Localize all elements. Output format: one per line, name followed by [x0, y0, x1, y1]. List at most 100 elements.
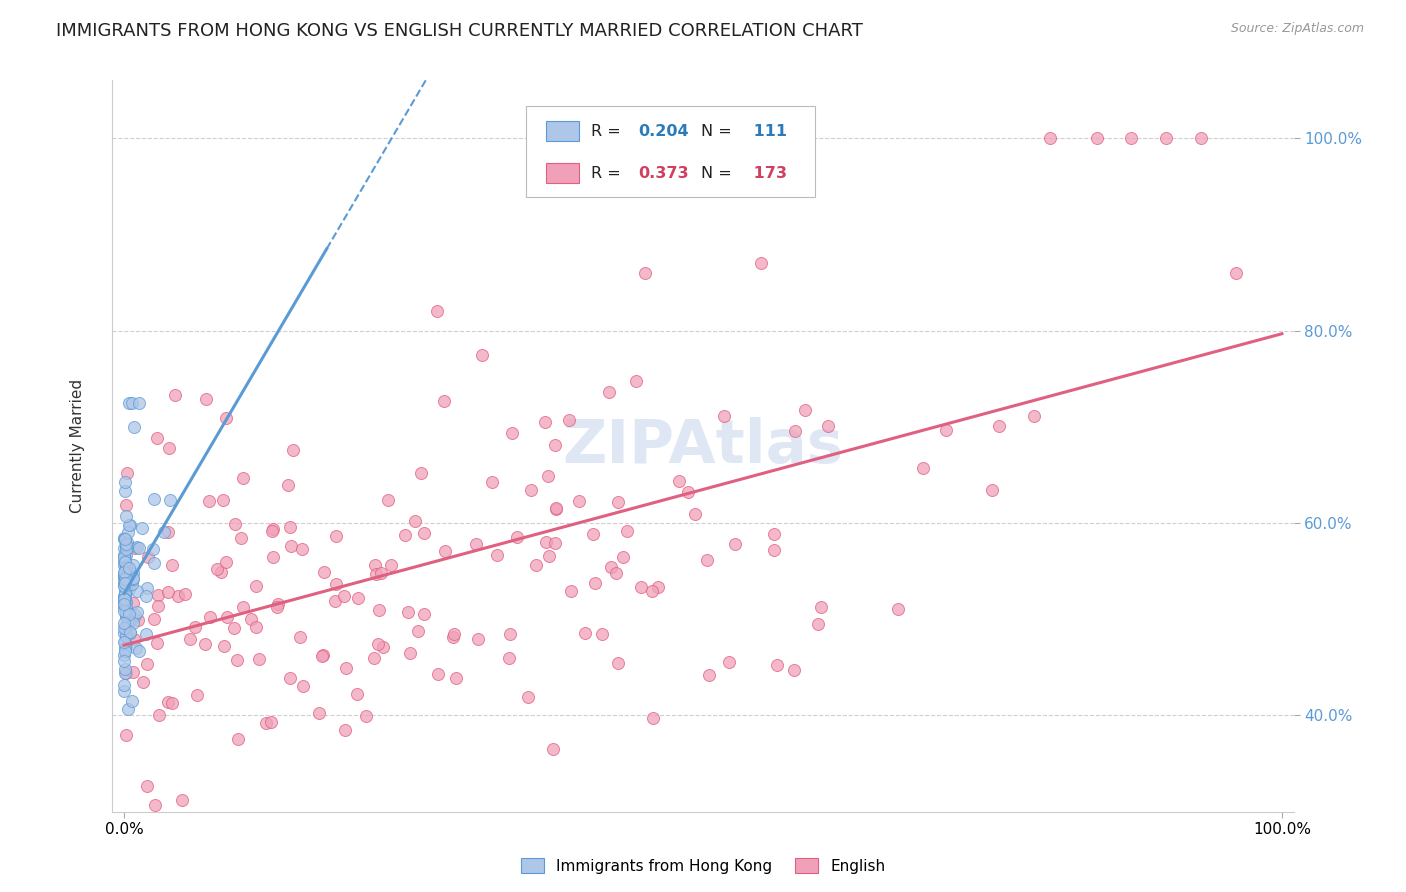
Point: [640, 584, 662, 599]
Point: [262, 522, 284, 536]
Point: [980, 483, 1002, 497]
Point: [114, 576, 136, 591]
Point: [114, 555, 136, 569]
Point: [612, 549, 634, 564]
Point: [157, 524, 180, 539]
Point: [394, 528, 416, 542]
Point: [112, 554, 135, 568]
Point: [112, 684, 135, 698]
Point: [128, 644, 150, 658]
Point: [112, 571, 135, 585]
Point: [114, 572, 136, 586]
Point: [537, 549, 560, 563]
Point: [247, 651, 270, 665]
Point: [763, 543, 786, 558]
Point: [499, 627, 522, 641]
Point: [128, 541, 150, 555]
Point: [291, 542, 314, 557]
Point: [713, 409, 735, 424]
Point: [160, 558, 183, 572]
Point: [115, 541, 138, 555]
Point: [115, 620, 138, 634]
Point: [153, 524, 176, 539]
Point: [626, 374, 648, 388]
Point: [114, 508, 136, 523]
Point: [114, 599, 136, 614]
Point: [112, 604, 135, 618]
Point: [114, 539, 136, 553]
Point: [325, 576, 347, 591]
Point: [112, 635, 135, 649]
Point: [120, 609, 142, 624]
Point: [117, 581, 139, 595]
Point: [115, 570, 138, 584]
Point: [312, 565, 335, 579]
Point: [558, 413, 581, 427]
Point: [156, 585, 179, 599]
Point: [281, 442, 304, 457]
Point: [121, 694, 143, 708]
Point: [117, 615, 139, 630]
Point: [194, 636, 217, 650]
Point: [517, 690, 540, 704]
Point: [426, 304, 449, 318]
Point: [481, 475, 503, 489]
Point: [783, 424, 806, 438]
Point: [114, 564, 136, 578]
Point: [404, 514, 426, 528]
Point: [668, 474, 690, 488]
Text: IMMIGRANTS FROM HONG KONG VS ENGLISH CURRENTLY MARRIED CORRELATION CHART: IMMIGRANTS FROM HONG KONG VS ENGLISH CUR…: [56, 22, 863, 40]
Point: [568, 494, 591, 508]
Point: [377, 493, 399, 508]
Point: [441, 630, 464, 644]
Point: [112, 621, 135, 635]
Point: [409, 466, 432, 480]
Point: [146, 636, 169, 650]
Point: [616, 524, 638, 539]
Point: [112, 533, 135, 547]
Point: [115, 609, 138, 624]
Point: [683, 507, 706, 521]
Point: [117, 466, 139, 480]
Point: [114, 537, 136, 551]
Point: [135, 626, 157, 640]
Point: [278, 519, 301, 533]
Point: [114, 578, 136, 592]
Point: [574, 625, 596, 640]
Point: [127, 605, 149, 619]
Point: [186, 688, 208, 702]
Point: [634, 266, 657, 280]
Point: [146, 588, 169, 602]
Point: [118, 624, 141, 639]
Point: [443, 627, 465, 641]
Point: [114, 627, 136, 641]
Point: [346, 687, 368, 701]
Point: [170, 793, 193, 807]
Point: [122, 632, 145, 646]
Point: [124, 607, 146, 622]
Point: [117, 604, 139, 618]
Point: [112, 576, 135, 591]
Point: [226, 731, 249, 746]
Point: [560, 583, 582, 598]
Point: [114, 475, 136, 490]
Point: [498, 651, 520, 665]
Point: [142, 612, 165, 626]
Point: [179, 632, 201, 646]
Point: [519, 483, 541, 498]
Point: [486, 548, 509, 562]
Point: [122, 596, 145, 610]
Point: [122, 571, 145, 585]
Text: 173: 173: [748, 166, 787, 180]
Point: [1154, 131, 1177, 145]
Point: [143, 797, 166, 812]
Text: 111: 111: [748, 123, 787, 138]
Point: [215, 609, 238, 624]
Point: [157, 442, 180, 456]
Point: [132, 674, 155, 689]
Point: [501, 425, 523, 440]
Point: [280, 539, 302, 553]
Point: [1024, 409, 1046, 424]
Point: [135, 590, 157, 604]
Point: [335, 661, 357, 675]
